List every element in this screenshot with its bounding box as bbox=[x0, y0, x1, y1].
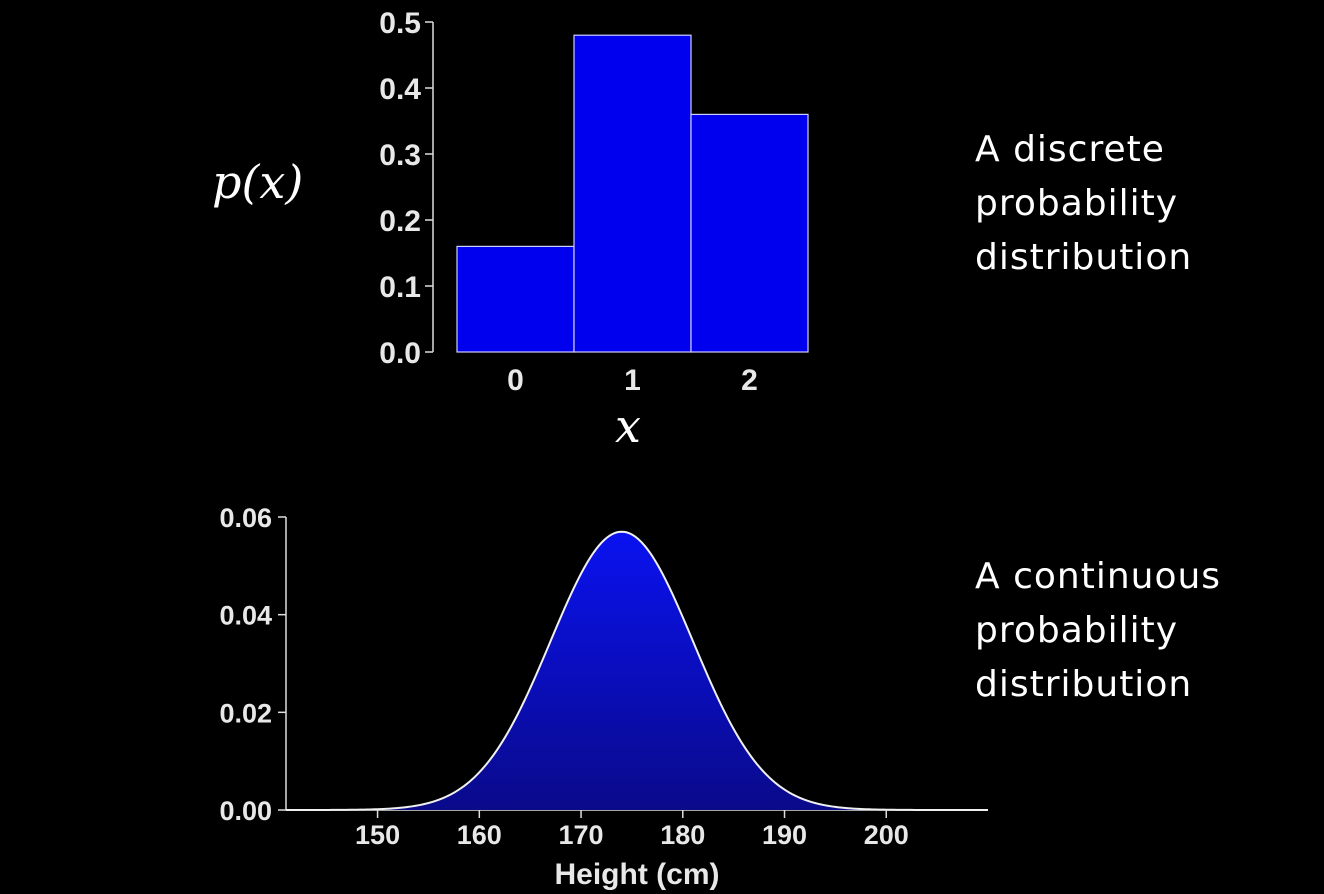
bar-chart-x-ticks: 0 1 2 bbox=[507, 364, 758, 397]
bar-chart-x-label: x bbox=[615, 399, 641, 453]
density-area bbox=[286, 530, 988, 811]
bar-chart-y-tick-label: 0.2 bbox=[379, 205, 421, 238]
continuous-caption-line-1: A continuous bbox=[975, 556, 1222, 597]
bar-chart-y-tick-label: 0.3 bbox=[379, 139, 421, 172]
area-chart-x-tick-label: 190 bbox=[762, 820, 807, 850]
area-chart-y-tick-label: 0.04 bbox=[219, 601, 272, 631]
continuous-density-chart: 0.00 0.02 0.04 0.06 150 160 170 180 190 200 Heig… bbox=[219, 503, 988, 891]
area-chart-y-tick-label: 0.02 bbox=[219, 698, 272, 728]
bar-chart-y-tick-label: 0.1 bbox=[379, 271, 421, 304]
bar-chart-y-tick-label: 0.0 bbox=[379, 337, 421, 370]
area-chart-x-ticks: 150 160 170 180 190 200 bbox=[355, 810, 909, 850]
bar-1 bbox=[573, 34, 692, 353]
bar-chart-y-label: p(x) bbox=[212, 155, 303, 209]
bar-0 bbox=[456, 245, 575, 353]
bar-chart-x-tick-label: 0 bbox=[507, 364, 524, 397]
discrete-caption-line-2: probability bbox=[975, 183, 1179, 224]
discrete-caption-line-1: A discrete bbox=[975, 129, 1165, 170]
area-chart-y-tick-label: 0.06 bbox=[219, 503, 272, 533]
area-chart-y-tick-label: 0.00 bbox=[219, 796, 272, 826]
bar-chart-y-tick-label: 0.4 bbox=[379, 73, 421, 106]
bar-chart-x-tick-label: 2 bbox=[741, 364, 758, 397]
bar-chart-bars bbox=[456, 34, 809, 353]
area-chart-x-tick-label: 170 bbox=[559, 820, 604, 850]
discrete-caption: A discrete probability distribution bbox=[975, 123, 1192, 285]
area-chart-x-tick-label: 150 bbox=[355, 820, 400, 850]
bar-chart-y-ticks: 0.0 0.1 0.2 0.3 0.4 0.5 bbox=[379, 7, 433, 370]
area-chart-x-tick-label: 200 bbox=[864, 820, 909, 850]
discrete-caption-line-3: distribution bbox=[975, 237, 1193, 278]
bar-chart-x-tick-label: 1 bbox=[624, 364, 641, 397]
continuous-caption-line-2: probability bbox=[975, 610, 1179, 651]
continuous-caption-line-3: distribution bbox=[975, 664, 1193, 705]
area-chart-x-tick-label: 160 bbox=[457, 820, 502, 850]
area-chart-x-tick-label: 180 bbox=[660, 820, 705, 850]
area-chart-y-ticks: 0.00 0.02 0.04 0.06 bbox=[219, 503, 286, 826]
discrete-bar-chart: 0.0 0.1 0.2 0.3 0.4 0.5 0 1 2 p(x) x bbox=[212, 7, 809, 453]
area-chart-x-label: Height (cm) bbox=[555, 858, 720, 891]
bar-chart-y-tick-label: 0.5 bbox=[379, 7, 421, 40]
bar-2 bbox=[690, 113, 809, 353]
continuous-caption: A continuous probability distribution bbox=[975, 550, 1221, 712]
